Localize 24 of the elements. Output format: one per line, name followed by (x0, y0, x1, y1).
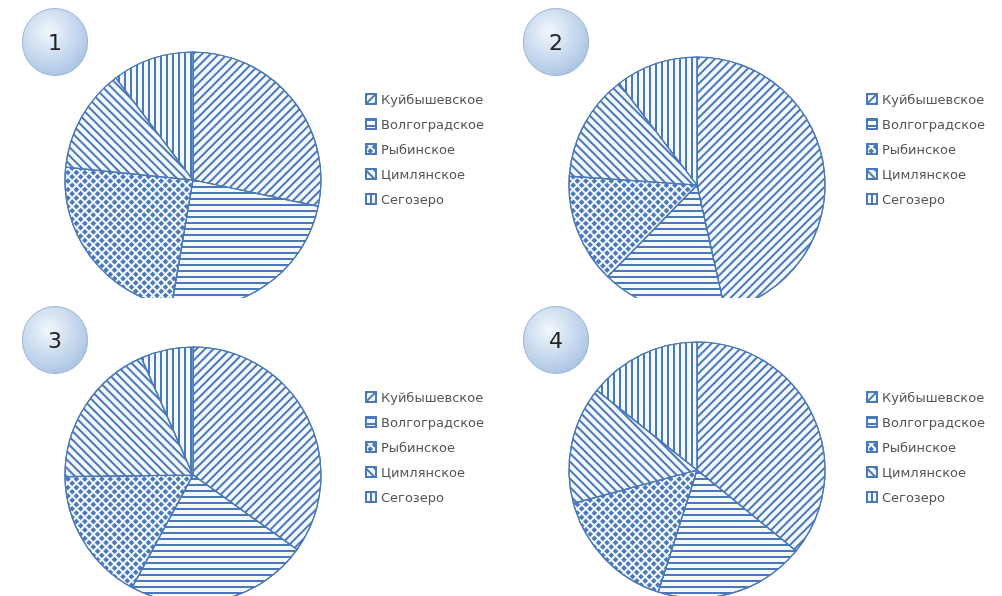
legend-label: Цимлянское (381, 464, 465, 480)
chart-title: 2 (549, 29, 563, 55)
legend-label: Цимлянское (882, 166, 966, 182)
legend-label: Цимлянское (381, 166, 465, 182)
legend-label: Сегозеро (882, 191, 946, 207)
chart-title: 1 (48, 29, 62, 55)
legend-label: Волгоградское (882, 414, 985, 430)
chart-title: 4 (549, 327, 563, 353)
legend-label: Рыбинское (381, 141, 456, 157)
legend-label: Сегозеро (381, 191, 445, 207)
legend-label: Куйбышевское (381, 91, 484, 107)
legend-label: Куйбышевское (882, 91, 985, 107)
legend-label: Рыбинское (381, 439, 456, 455)
legend-label: Волгоградское (381, 116, 484, 132)
legend-label: Сегозеро (882, 489, 946, 505)
legend-label: Рыбинское (882, 439, 957, 455)
chart-title: 3 (48, 327, 62, 353)
legend-label: Волгоградское (882, 116, 985, 132)
legend-label: Цимлянское (882, 464, 966, 480)
legend-label: Волгоградское (381, 414, 484, 430)
legend-label: Сегозеро (381, 489, 445, 505)
legend-label: Куйбышевское (882, 389, 985, 405)
legend-label: Куйбышевское (381, 389, 484, 405)
legend-label: Рыбинское (882, 141, 957, 157)
